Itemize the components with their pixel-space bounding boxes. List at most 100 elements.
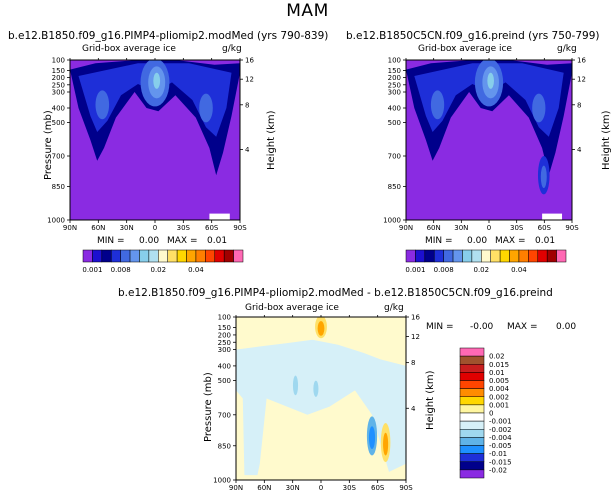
colorbar-label: 0.008: [111, 266, 131, 274]
x-tick-label: 60S: [371, 484, 385, 492]
x-tick-label: 90N: [399, 224, 413, 232]
colorbar-cell: [509, 249, 520, 263]
y-tick-label: 200: [388, 74, 401, 82]
x-tick-label: 90N: [63, 224, 77, 232]
colorbar-cell: [459, 445, 485, 454]
colorbar-cell: [459, 355, 485, 365]
colorbar-cell: [158, 249, 168, 263]
colorbar-cell: [471, 249, 482, 263]
colorbar-cell: [537, 249, 548, 263]
panel3-subtitle: Grid-box average ice: [245, 303, 339, 313]
colorbar-label: 0.02: [473, 266, 489, 274]
blob-eq-neg: [313, 380, 319, 397]
x-tick-label: 60S: [205, 224, 219, 232]
y-right-tick-label: 4: [411, 405, 416, 413]
colorbar-cell: [459, 469, 485, 479]
colorbar-cell: [415, 249, 426, 263]
panel2-title: b.e12.B1850C5CN.f09_g16.preind (yrs 750-…: [346, 30, 600, 42]
colorbar-cell: [459, 429, 485, 438]
x-tick-label: 0: [319, 484, 323, 492]
colorbar-cell: [459, 437, 485, 446]
surface-band: [236, 475, 406, 480]
y-right-tick-label: 12: [411, 333, 420, 341]
x-tick-label: 30N: [120, 224, 134, 232]
colorbar-cell: [499, 249, 510, 263]
x-tick-label: 90S: [399, 484, 413, 492]
y-tick-label: 250: [388, 81, 401, 89]
y-tick-label: 150: [388, 67, 401, 75]
panel3-colorbar: [459, 347, 485, 479]
colorbar-cell: [459, 453, 485, 462]
panel2-max-value: 0.01: [535, 236, 556, 246]
colorbar-label: -0.004: [489, 434, 512, 442]
panel2-max-label: MAX =: [495, 236, 526, 246]
colorbar-cell: [518, 249, 529, 263]
colorbar-label: 0.004: [489, 385, 510, 393]
colorbar-cell: [443, 249, 454, 263]
y-tick-label: 250: [218, 339, 231, 347]
colorbar-cell: [459, 388, 485, 397]
colorbar-cell: [462, 249, 473, 263]
panel1-field: [70, 60, 240, 220]
missing-surface: [542, 213, 563, 220]
panel1-units: g/kg: [222, 44, 242, 54]
colorbar-label: 0.002: [489, 393, 509, 401]
colorbar-label: 0.005: [489, 377, 509, 385]
colorbar-cell: [176, 249, 187, 263]
y-right-tick-label: 12: [577, 76, 586, 84]
x-tick-label: 60N: [257, 484, 271, 492]
blob-60s: [532, 93, 546, 123]
blob-60n: [95, 90, 110, 120]
colorbar-cell: [233, 249, 244, 263]
colorbar-cell: [205, 249, 216, 263]
y-tick-label: 700: [218, 411, 231, 419]
y-tick-label: 300: [388, 89, 401, 97]
panel2-units: g/kg: [557, 44, 577, 54]
colorbar-cell: [433, 249, 444, 263]
x-tick-label: 30S: [343, 484, 357, 492]
colorbar-cell: [195, 249, 206, 263]
colorbar-label: -0.01: [489, 450, 507, 458]
y-right-tick-label: 8: [577, 101, 581, 109]
y-tick-label: 850: [388, 183, 401, 191]
x-tick-label: 30N: [286, 484, 300, 492]
panel2-min-label: MIN =: [425, 236, 453, 246]
colorbar-label: 0.015: [489, 361, 509, 369]
colorbar-cell: [459, 372, 485, 381]
panel1-colorbar: [82, 249, 244, 263]
colorbar-label: 0.001: [489, 401, 509, 409]
x-tick-label: 90S: [565, 224, 579, 232]
y-tick-label: 400: [218, 362, 231, 370]
colorbar-cell: [459, 412, 485, 422]
x-tick-label: 90S: [233, 224, 247, 232]
colorbar-label: 0.01: [489, 369, 505, 377]
panel3-min-label: MIN =: [426, 322, 454, 332]
panel3-min-value: -0.00: [470, 322, 494, 332]
colorbar-label: 0.02: [150, 266, 166, 274]
colorbar-cell: [546, 249, 557, 263]
panel3-units: g/kg: [384, 303, 404, 313]
panel1-min-value: 0.00: [139, 236, 160, 246]
x-tick-label: 60N: [91, 224, 105, 232]
colorbar-cell: [214, 249, 225, 263]
colorbar-label: 0.04: [511, 266, 527, 274]
y-right-tick-label: 16: [245, 57, 254, 65]
blob-eq-pos-core: [317, 321, 325, 336]
panel2-colorbar: [405, 249, 567, 263]
y-tick-label: 100: [52, 57, 65, 65]
y-tick-label: 150: [52, 67, 65, 75]
y-right-tick-label: 4: [577, 146, 582, 154]
colorbar-cell: [129, 249, 140, 263]
y-right-tick-label: 8: [411, 359, 415, 367]
x-tick-label: 0: [487, 224, 491, 232]
panel2-min-value: 0.00: [467, 236, 488, 246]
colorbar-label: 0.04: [188, 266, 204, 274]
y-tick-label: 500: [388, 119, 401, 127]
colorbar-label: 0.008: [434, 266, 454, 274]
y-right-tick-label: 16: [411, 314, 420, 322]
y-tick-label: 100: [218, 314, 231, 322]
colorbar-cell: [424, 249, 435, 263]
y-tick-label: 1000: [383, 217, 401, 225]
